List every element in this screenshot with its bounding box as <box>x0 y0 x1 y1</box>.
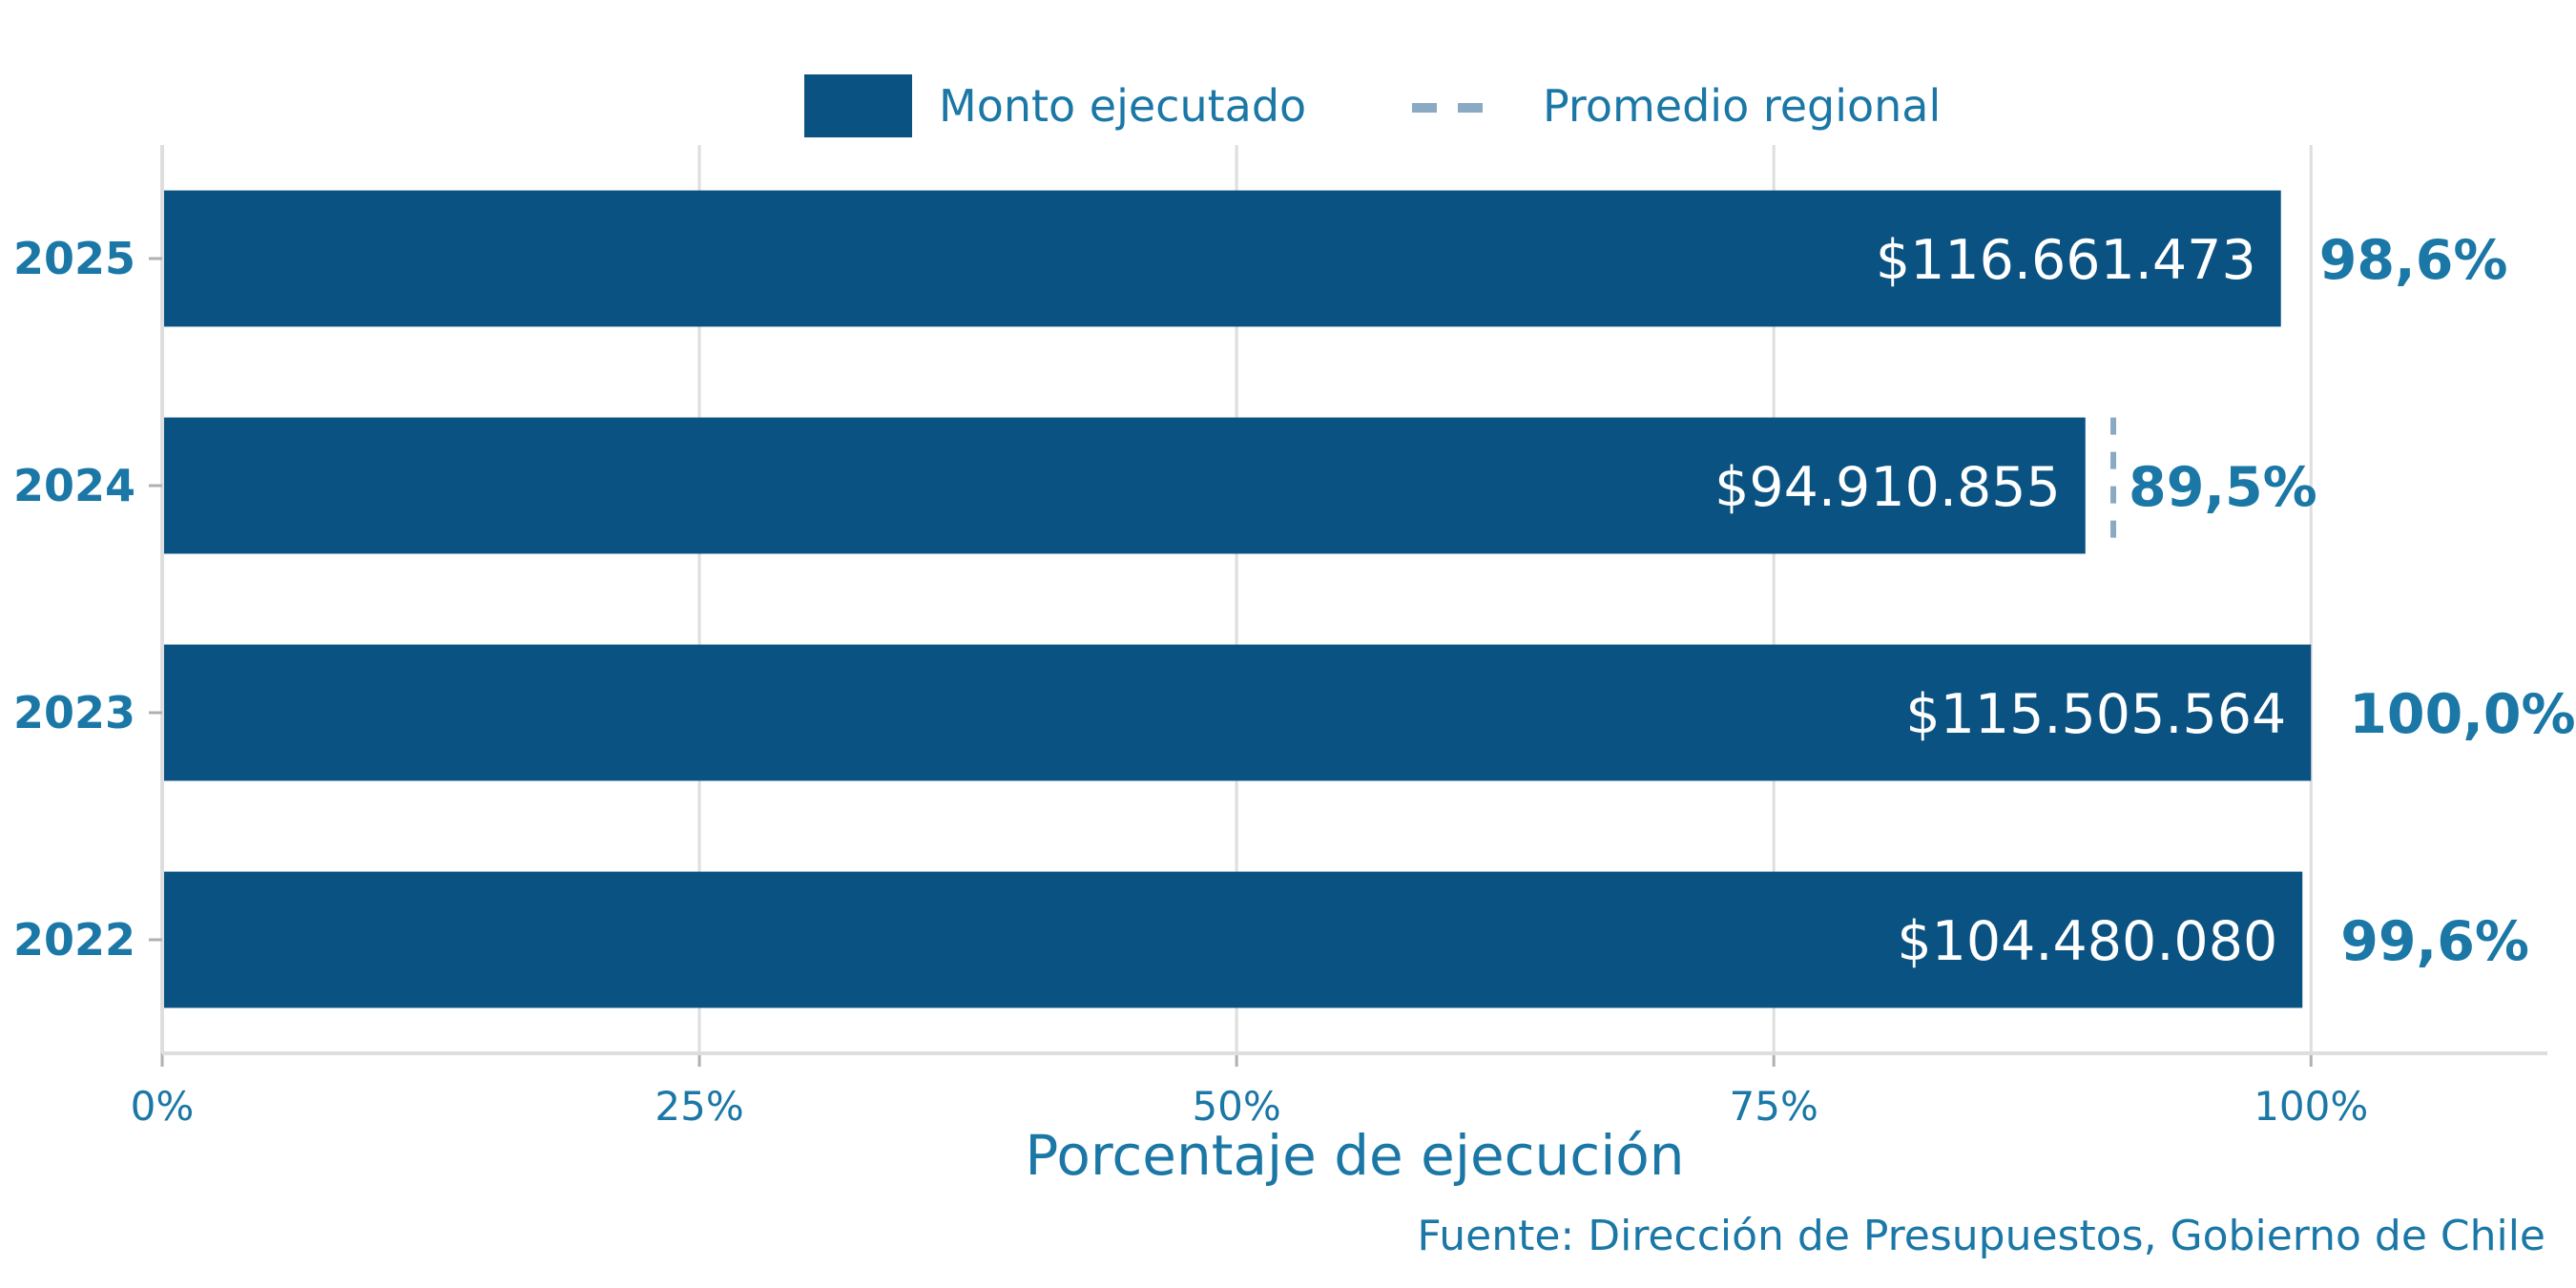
x-tick-label: 50% <box>1192 1083 1280 1130</box>
axes: 0% 25% 50% 75% 100% <box>131 145 2547 1130</box>
bar-amount-label: $116.661.473 <box>1876 229 2256 292</box>
bar <box>162 417 2086 554</box>
x-tick-label: 0% <box>131 1083 195 1130</box>
labels: 2025 $116.661.473 98,6% 2024 $94.910.855 89,5… <box>13 229 2576 973</box>
bar-percent-label: 99,6% <box>2340 910 2529 973</box>
legend: Monto ejecutado Promedio regional <box>804 74 1941 137</box>
x-axis-title: Porcentaje de ejecución <box>1025 1123 1684 1188</box>
legend-swatch-monto <box>804 74 912 137</box>
y-tick-label: 2025 <box>13 233 135 284</box>
bar-percent-label: 100,0% <box>2349 683 2575 746</box>
y-tick-label: 2022 <box>13 914 135 966</box>
bar-percent-label: 98,6% <box>2319 229 2508 292</box>
bar <box>162 871 2303 1008</box>
bar <box>162 644 2312 781</box>
y-tick-label: 2024 <box>13 460 135 511</box>
x-tick-label: 75% <box>1730 1083 1818 1130</box>
bar-amount-label: $104.480.080 <box>1897 910 2277 973</box>
legend-label-monto: Monto ejecutado <box>939 80 1306 132</box>
bar <box>162 190 2281 327</box>
bar-percent-label: 89,5% <box>2129 456 2317 519</box>
bars <box>162 190 2312 1008</box>
y-tick-label: 2023 <box>13 687 135 738</box>
x-tick-label: 100% <box>2254 1083 2368 1130</box>
x-tick-label: 25% <box>654 1083 743 1130</box>
bar-amount-label: $115.505.564 <box>1905 683 2286 746</box>
source-note: Fuente: Dirección de Presupuestos, Gobie… <box>1417 1212 2545 1260</box>
bar-amount-label: $94.910.855 <box>1714 456 2061 519</box>
legend-label-promedio: Promedio regional <box>1543 80 1941 132</box>
